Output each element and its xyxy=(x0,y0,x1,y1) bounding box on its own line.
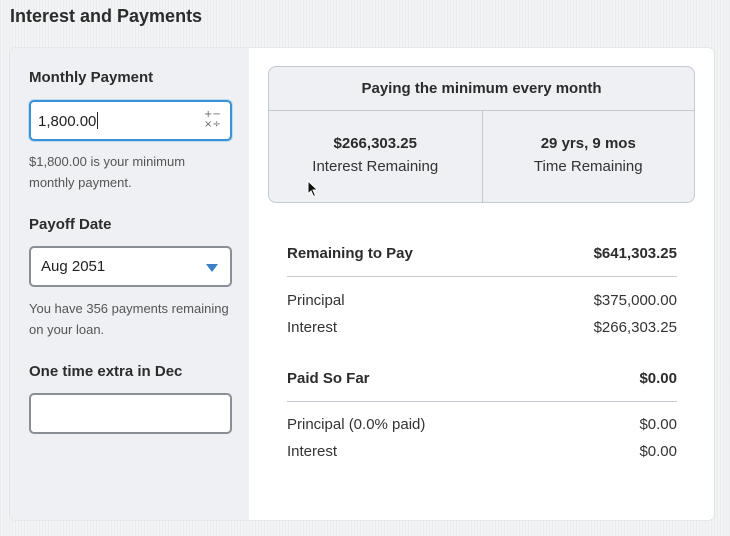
calculator-icon[interactable]: +− ×÷ xyxy=(204,109,221,130)
remaining-to-pay-label: Remaining to Pay xyxy=(287,245,413,262)
payoff-date-help: You have 356 payments remaining on your … xyxy=(29,301,229,337)
monthly-payment-value: 1,800.00 xyxy=(38,112,99,130)
paid-interest-row: Interest $0.00 xyxy=(287,443,677,460)
remaining-to-pay-total: $641,303.25 xyxy=(593,245,677,262)
monthly-payment-label: Monthly Payment xyxy=(29,69,154,86)
time-remaining-label: Time Remaining xyxy=(533,158,643,175)
paid-interest-amount: $0.00 xyxy=(639,443,677,460)
summary-box: Paying the minimum every month $266,303.… xyxy=(268,66,695,203)
remaining-principal-label: Principal xyxy=(287,292,345,309)
remaining-interest-row: Interest $266,303.25 xyxy=(287,319,677,336)
payoff-date-value: Aug 2051 xyxy=(41,258,106,275)
time-remaining-cell: 29 yrs, 9 mos Time Remaining xyxy=(481,111,695,202)
payoff-date-label: Payoff Date xyxy=(29,216,112,233)
paid-interest-label: Interest xyxy=(287,443,338,460)
paid-principal-label: Principal (0.0% paid) xyxy=(287,416,426,433)
loan-card: Monthly Payment 1,800.00 +− ×÷ $1,800.00 … xyxy=(10,48,714,520)
extra-payment-label: One time extra in Dec xyxy=(29,363,183,380)
paid-so-far-label: Paid So Far xyxy=(287,370,370,387)
monthly-payment-text: 1,800.00 xyxy=(38,113,97,130)
divider xyxy=(287,276,677,277)
time-remaining-value: 29 yrs, 9 mos xyxy=(540,135,636,152)
remaining-principal-amount: $375,000.00 xyxy=(593,292,677,309)
remaining-interest-label: Interest xyxy=(287,319,338,336)
monthly-payment-input[interactable]: 1,800.00 +− ×÷ xyxy=(29,100,232,141)
paid-principal-amount: $0.00 xyxy=(639,416,677,433)
input-panel: Monthly Payment 1,800.00 +− ×÷ $1,800.00 … xyxy=(10,48,249,520)
paid-so-far-row: Paid So Far $0.00 xyxy=(287,370,677,387)
extra-payment-input[interactable] xyxy=(29,393,232,434)
remaining-to-pay-row: Remaining to Pay $641,303.25 xyxy=(287,245,677,262)
page-title: Interest and Payments xyxy=(10,6,203,26)
paid-so-far-total: $0.00 xyxy=(639,370,677,387)
divider xyxy=(287,401,677,402)
remaining-interest-amount: $266,303.25 xyxy=(593,319,677,336)
interest-remaining-cell: $266,303.25 Interest Remaining xyxy=(269,111,482,202)
interest-remaining-value: $266,303.25 xyxy=(333,135,417,152)
summary-heading: Paying the minimum every month xyxy=(269,67,694,111)
chevron-down-icon xyxy=(206,264,218,272)
monthly-payment-help: $1,800.00 is your minimum monthly paymen… xyxy=(29,154,186,190)
text-caret xyxy=(97,112,99,129)
mouse-cursor-icon xyxy=(307,180,319,198)
interest-remaining-label: Interest Remaining xyxy=(312,158,439,175)
payoff-date-select[interactable]: Aug 2051 xyxy=(29,246,232,287)
paid-principal-row: Principal (0.0% paid) $0.00 xyxy=(287,416,677,433)
remaining-principal-row: Principal $375,000.00 xyxy=(287,292,677,309)
